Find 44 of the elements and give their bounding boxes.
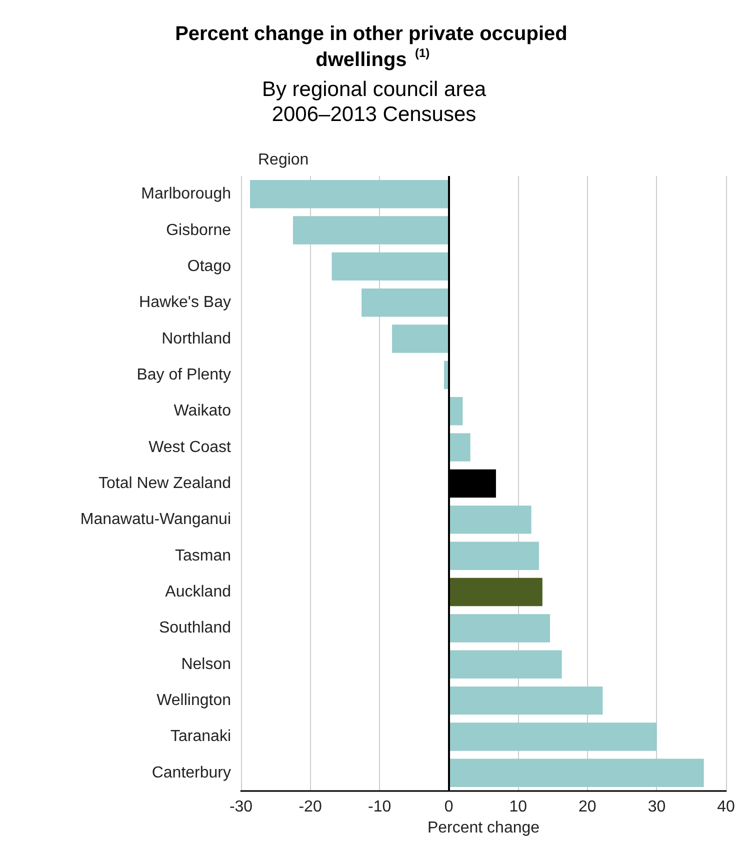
y-tick-label: Auckland: [165, 584, 231, 601]
x-tick-label: 20: [578, 798, 596, 816]
y-tick-label: Nelson: [181, 656, 231, 673]
y-tick-label: Waikato: [174, 402, 232, 420]
y-tick-label: Total New Zealand: [98, 475, 231, 492]
chart-title: Percent change in other private occupied dwellings (1): [175, 23, 573, 71]
x-tick-label: -10: [368, 798, 392, 816]
bar: [448, 650, 562, 678]
y-tick-label: Canterbury: [152, 764, 231, 782]
x-tick-label: 0: [444, 798, 454, 816]
y-axis-title: Region: [258, 152, 309, 168]
x-tick-label: -30: [229, 798, 253, 816]
y-tick-label: Tasman: [174, 547, 231, 564]
bar: [250, 180, 449, 208]
y-tick-label: Northland: [162, 330, 231, 348]
y-tick-label: Taranaki: [170, 728, 231, 746]
y-tick-label: Manawatu-Wanganui: [80, 511, 231, 528]
bar: [448, 578, 542, 606]
y-tick-label: Bay of Plenty: [136, 366, 231, 384]
bar: [362, 288, 449, 317]
y-tick-label: Gisborne: [166, 222, 232, 239]
chart-subtitle: By regional council area 2006–2013 Censuses: [262, 78, 486, 126]
bar: [448, 758, 704, 788]
bar: [448, 506, 532, 534]
y-tick-label: Wellington: [156, 692, 231, 710]
bar: [448, 542, 539, 570]
bar: [448, 397, 463, 426]
bar: [332, 252, 449, 281]
bar: [292, 216, 449, 244]
x-tick-label: 10: [509, 798, 528, 816]
y-tick-label: Marlborough: [141, 186, 231, 203]
y-tick-label: West Coast: [148, 438, 232, 456]
bar: [448, 614, 550, 642]
y-tick-label: Otago: [187, 258, 232, 275]
y-tick-label: Hawke's Bay: [139, 294, 231, 312]
bar: [392, 324, 449, 353]
y-tick-label: Southland: [158, 620, 231, 637]
x-tick-label: 40: [717, 798, 735, 816]
bar: [448, 722, 657, 751]
x-tick-label: 30: [648, 798, 666, 816]
x-tick-label: -20: [298, 798, 322, 816]
bar: [448, 686, 603, 715]
x-axis-title: Percent change: [427, 819, 540, 836]
bar: [448, 433, 470, 462]
